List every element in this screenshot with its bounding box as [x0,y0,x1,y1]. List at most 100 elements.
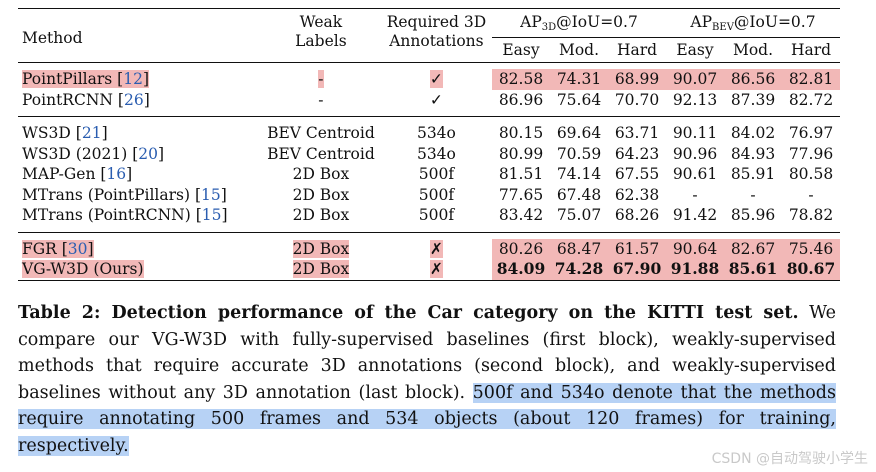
method-ref-wrap: [15] [190,206,228,225]
cell-value: 68.47 [550,238,608,259]
ap3d-suffix: @IoU=0.7 [556,13,638,31]
cell-value: 78.82 [788,206,834,225]
citation-link[interactable]: 30 [67,239,88,258]
cell-method: VG-W3D (Ours) [18,259,261,280]
cell-weak-labels: 2D Box [261,205,381,226]
table-row: MAP-Gen [16] 2D Box 500f 81.51 74.14 67.55 90.… [18,164,840,185]
cell-weak-labels: 2D Box [261,164,381,185]
cell-value: 75.64 [556,90,602,109]
cell-value: 67.55 [614,165,660,184]
citation-link[interactable]: 21 [81,124,102,143]
header-ap3d: AP3D@IoU=0.7 [492,8,666,38]
cell-value: - [692,185,698,204]
cell-weak-labels: BEV Centroid [261,123,381,144]
weak-label-text: 2D Box [292,239,350,258]
method-name: VG-W3D (Ours) [22,260,144,279]
cell-method: PointPillars [12] [18,69,261,90]
cell-value: 81.51 [498,165,544,184]
subcol-easy-3d: Easy [502,41,540,59]
citation-link[interactable]: 16 [106,165,127,184]
method-ref-wrap: [15] [190,185,227,204]
method-ref-wrap: [16] [95,165,133,184]
cell-annotations: ✓ [381,90,492,111]
header-weak-line1: Weak [299,13,343,31]
method-name: PointRCNN [22,90,113,109]
cell-weak-labels: 2D Box [261,185,381,206]
cell-annotations: 500f [381,164,492,185]
weak-label-text: 2D Box [292,260,350,279]
header-row-1: Method Weak Labels Required 3D Annotatio… [18,8,840,50]
header-weak-labels: Weak Labels [261,9,381,63]
citation-link[interactable]: 26 [123,90,144,109]
annotation-text: ✓ [429,70,443,89]
cell-value: 82.81 [782,69,840,90]
header-annot-line2: Annotations [389,32,484,50]
cell-value: 80.67 [782,259,840,280]
method-ref-wrap: [26] [112,90,150,109]
method-name: MAP-Gen [22,165,96,184]
annotation-text: 500f [418,185,455,204]
subcol-mod-3d: Mod. [558,41,600,59]
weak-label-text: 2D Box [292,206,350,225]
cell-method: FGR [30] [18,239,261,260]
cell-method: MTrans (PointPillars) [15] [18,185,261,206]
cell-weak-labels: BEV Centroid [261,144,381,165]
cell-value: 70.59 [556,144,602,163]
annotation-text: ✓ [429,90,443,109]
cell-value: 85.91 [730,165,776,184]
apbev-suffix: @IoU=0.7 [733,13,816,31]
table-row: FGR [30] 2D Box ✗ 80.26 68.47 61.57 90.64 82.67… [18,238,840,260]
cell-value: 86.96 [498,90,544,109]
header-apbev: APBEV@IoU=0.7 [666,8,840,38]
annotation-text: 534o [416,144,456,163]
ap3d-sub: 3D [541,22,557,33]
header-method: Method [22,28,83,47]
cell-annotations: 500f [381,185,492,206]
method-name: WS3D [22,124,71,143]
weak-label-text: 2D Box [292,185,350,204]
cell-weak-labels: - [261,90,381,111]
results-table-container: Method Weak Labels Required 3D Annotatio… [18,8,840,281]
cell-value: 91.88 [666,259,724,280]
cell-value: 85.96 [730,206,776,225]
cell-method: PointRCNN [26] [18,90,261,111]
cell-annotations: 500f [381,205,492,226]
table-row: VG-W3D (Ours) 2D Box ✗ 84.09 74.28 67.90 91.88… [18,259,840,280]
weak-label-text: BEV Centroid [267,144,375,163]
cell-value: 90.07 [666,69,724,90]
annotation-text: 534o [416,124,456,143]
method-name: WS3D (2021) [22,144,128,163]
cell-weak-labels: 2D Box [261,259,381,280]
cell-value: 70.70 [614,90,660,109]
cell-value: 64.23 [614,144,660,163]
cell-value: 62.38 [614,185,660,204]
table-row: PointRCNN [26] - ✓ 86.96 75.64 70.70 92.13 87.3… [18,90,840,111]
cell-method: MTrans (PointRCNN) [15] [18,205,261,226]
cell-annotations: 534o [381,144,492,165]
cell-value: 68.99 [608,69,666,90]
cell-value: 84.02 [730,124,776,143]
cell-value: - [808,185,814,204]
caption-body: We compare our VG-W3D with fully-supervi… [18,303,836,403]
cell-value: 77.96 [788,144,834,163]
watermark: CSDN @自动驾驶小学生 [711,451,868,467]
cell-value: 77.65 [498,185,544,204]
header-weak-line2: Labels [295,32,347,50]
header-annotations: Required 3D Annotations [381,9,492,63]
weak-label-text: - [318,70,324,89]
results-table: Method Weak Labels Required 3D Annotatio… [18,8,840,281]
citation-link[interactable]: 12 [123,70,143,89]
cell-value: 67.90 [608,259,666,280]
citation-link[interactable]: 15 [201,185,221,204]
cell-weak-labels: - [261,69,381,90]
block-gap [18,226,840,232]
table-caption: Table 2: Detection performance of the Ca… [18,300,836,459]
cell-value: 85.61 [724,259,782,280]
cell-annotations: 534o [381,123,492,144]
weak-label-text: BEV Centroid [267,124,375,143]
cell-method: WS3D (2021) [20] [18,144,261,165]
cell-value: 74.14 [556,165,602,184]
citation-link[interactable]: 20 [138,144,159,163]
citation-link[interactable]: 15 [201,206,222,225]
cell-annotations: ✗ [381,259,492,280]
